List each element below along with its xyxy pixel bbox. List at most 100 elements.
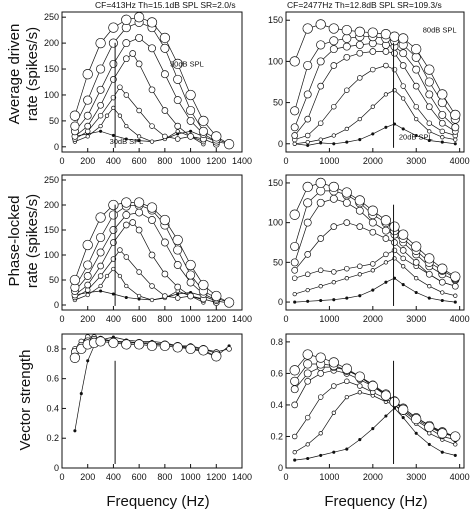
y-tick-label: 0	[278, 139, 283, 149]
y-tick-label: 100	[268, 56, 283, 66]
data-point	[189, 129, 193, 133]
data-point	[117, 247, 123, 253]
data-point	[173, 96, 182, 105]
data-point	[389, 221, 400, 232]
data-point	[175, 129, 180, 134]
data-point	[440, 290, 445, 295]
data-point	[198, 345, 209, 356]
data-point	[399, 247, 407, 254]
data-point	[341, 363, 352, 374]
y-tick-label: 0.2	[46, 433, 59, 443]
data-point	[124, 123, 129, 129]
x-tick-label: 0	[283, 314, 288, 324]
data-point	[438, 110, 447, 119]
data-point	[332, 142, 336, 146]
data-point	[427, 129, 432, 134]
data-point	[437, 89, 448, 100]
data-point	[440, 140, 444, 144]
data-point	[331, 269, 337, 275]
data-point	[439, 128, 446, 135]
data-point	[84, 128, 91, 135]
data-point	[380, 29, 392, 40]
data-point	[400, 255, 406, 262]
data-point	[316, 40, 326, 50]
data-point	[162, 293, 168, 299]
series-line-50db	[294, 51, 456, 136]
data-point	[344, 394, 349, 400]
data-point	[122, 39, 131, 48]
data-point	[380, 390, 392, 401]
row-label-3: Vector strength	[17, 350, 34, 451]
data-point	[148, 44, 156, 53]
data-point	[109, 226, 118, 234]
data-point	[306, 456, 310, 461]
row-label-1-line-2: rate (spikes/s)	[24, 27, 41, 121]
data-point	[85, 134, 90, 139]
level-annotation: 30dB SPL	[110, 137, 144, 146]
data-point	[211, 351, 222, 362]
data-point	[160, 238, 169, 247]
data-point	[437, 263, 448, 274]
data-point	[329, 36, 339, 46]
data-point	[342, 33, 352, 43]
data-point	[411, 241, 422, 252]
data-point	[96, 232, 106, 243]
data-point	[304, 251, 312, 258]
data-point	[328, 357, 339, 368]
y-tick-label: 250	[44, 175, 59, 185]
data-point	[172, 234, 183, 246]
data-point	[317, 235, 325, 242]
data-point	[98, 123, 103, 129]
data-point	[412, 82, 420, 90]
data-point	[289, 365, 300, 376]
data-point	[414, 116, 419, 122]
data-point	[331, 383, 337, 389]
data-point	[223, 139, 235, 150]
x-tick-label: 400	[106, 314, 121, 324]
data-point	[226, 346, 232, 352]
data-point	[316, 198, 325, 207]
y-tick-label: 50	[49, 275, 59, 285]
data-point	[414, 290, 418, 295]
x-tick-label: 800	[157, 472, 172, 482]
data-point	[123, 92, 130, 98]
y-tick-label: 150	[268, 15, 283, 25]
data-point	[391, 247, 398, 254]
data-point	[108, 337, 119, 349]
x-tick-label: 2000	[363, 314, 383, 324]
data-point	[290, 123, 299, 132]
data-point	[84, 281, 92, 289]
data-point	[292, 450, 297, 455]
x-tick-label: 600	[132, 314, 147, 324]
plot-frame	[61, 174, 243, 311]
x-tick-label: 0	[283, 472, 288, 482]
data-point	[95, 212, 106, 223]
data-point	[355, 206, 364, 215]
data-point	[424, 64, 435, 75]
data-point	[293, 300, 297, 304]
data-point	[331, 280, 336, 285]
data-point	[451, 123, 460, 132]
y-tick-label: 0	[54, 300, 59, 310]
data-point	[135, 33, 144, 42]
data-point	[85, 292, 90, 298]
y-tick-label: 0	[278, 297, 283, 307]
data-point	[303, 369, 312, 378]
data-point	[384, 414, 388, 418]
data-point	[117, 84, 123, 90]
x-tick-label: 4000	[450, 314, 470, 324]
x-tick-label: 1000	[319, 314, 339, 324]
data-point	[398, 404, 409, 415]
data-point	[411, 52, 421, 62]
data-point	[186, 105, 196, 116]
x-tick-label: 1000	[181, 472, 201, 482]
data-point	[146, 17, 158, 28]
data-point	[69, 352, 81, 363]
data-point	[174, 122, 182, 130]
data-point	[289, 56, 300, 67]
data-point	[149, 139, 155, 144]
data-point	[290, 241, 300, 252]
data-point	[319, 141, 323, 145]
panel-avg-rate-high-cf: 0 1000 2000 3000 4000 0 50 100 150 80dB SPL 20dB S…	[268, 11, 470, 166]
data-point	[438, 119, 446, 127]
